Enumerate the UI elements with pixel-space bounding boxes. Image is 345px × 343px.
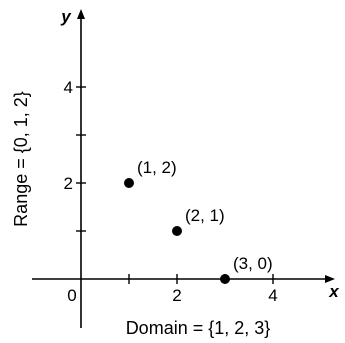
data-point [172, 226, 182, 236]
point-labels: (1, 2) (2, 1) (3, 0) [137, 158, 273, 273]
data-points [124, 178, 230, 284]
origin-label: 0 [67, 286, 76, 305]
point-label: (3, 0) [233, 254, 273, 273]
domain-caption: Domain = {1, 2, 3} [126, 318, 271, 338]
y-ticks: 24 [64, 78, 86, 232]
x-tick-label: 2 [172, 286, 181, 305]
y-axis-label: y [60, 7, 72, 26]
range-caption: Range = {0, 1, 2} [11, 91, 31, 227]
point-label: (2, 1) [185, 206, 225, 225]
data-point [124, 178, 134, 188]
point-label: (1, 2) [137, 158, 177, 177]
y-tick-label: 4 [64, 78, 73, 97]
x-tick-label: 4 [268, 286, 277, 305]
data-point [220, 274, 230, 284]
x-axis-label: x [328, 282, 340, 301]
y-tick-label: 2 [64, 174, 73, 193]
